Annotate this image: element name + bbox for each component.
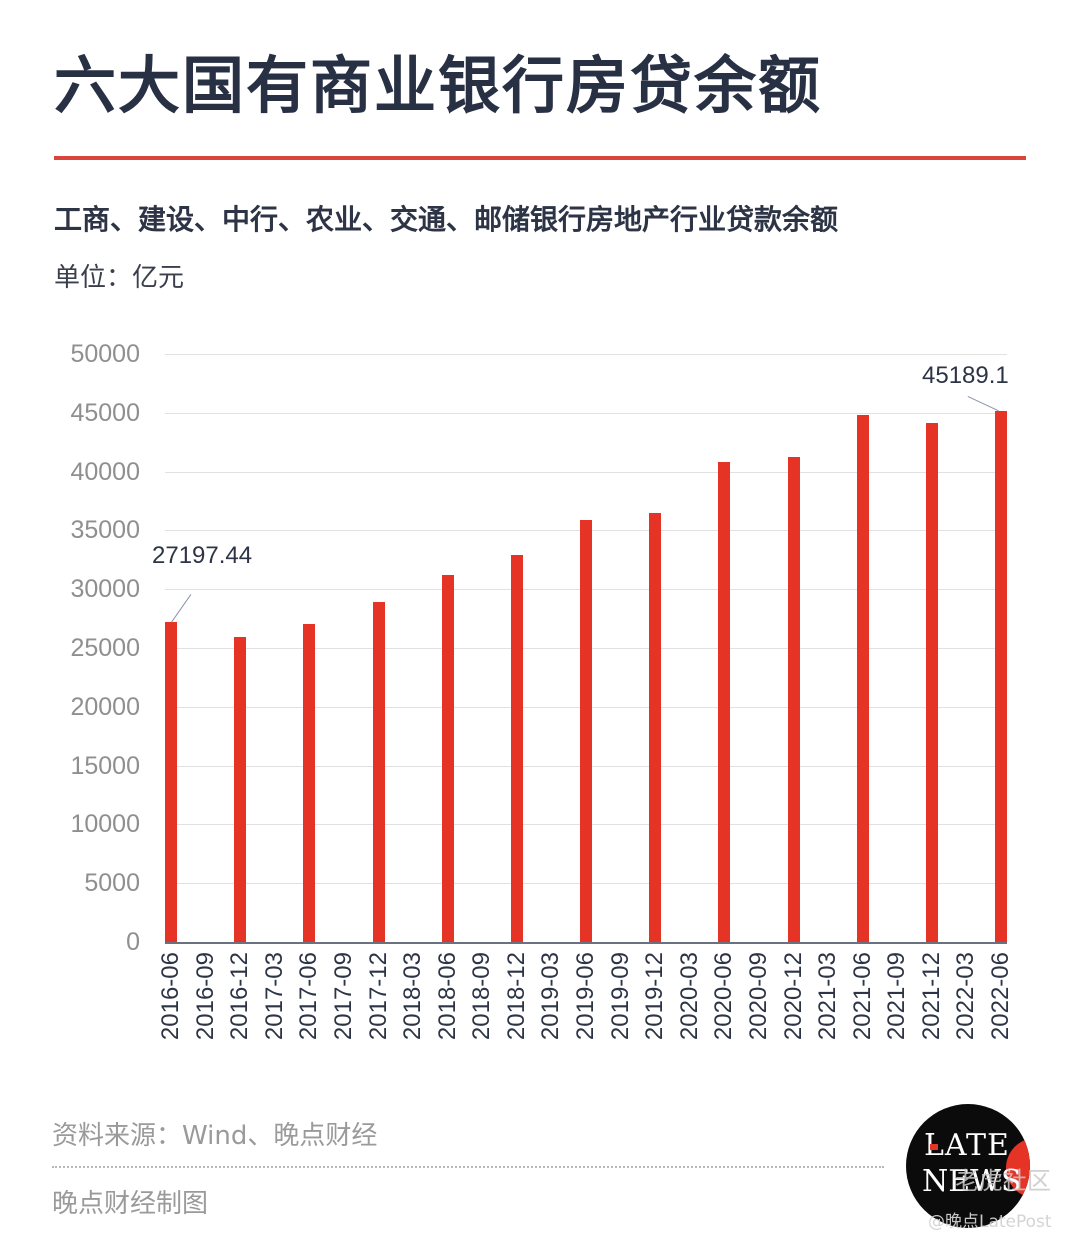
- x-tick-label: 2016-09: [192, 952, 219, 1041]
- y-tick-label: 0: [126, 928, 140, 956]
- data-label: 27197.44: [152, 542, 253, 569]
- x-tick-label: 2016-12: [226, 952, 253, 1041]
- bar-2017-06: [303, 624, 315, 942]
- y-tick-label: 40000: [70, 458, 140, 486]
- bar-2021-06: [857, 415, 869, 942]
- x-tick-label: 2020-12: [780, 952, 807, 1041]
- x-tick-label: 2018-12: [503, 952, 530, 1041]
- page-title: 六大国有商业银行房贷余额: [54, 49, 823, 122]
- leader-line: [171, 594, 192, 623]
- x-tick-label: 2017-03: [261, 952, 288, 1041]
- y-tick-label: 20000: [70, 693, 140, 721]
- x-tick-label: 2020-09: [745, 952, 772, 1041]
- watermark-handle: @晚点LatePost: [928, 1212, 1052, 1232]
- bar-2020-12: [788, 457, 800, 942]
- y-tick-label: 35000: [70, 516, 140, 544]
- x-tick-label: 2018-06: [434, 952, 461, 1041]
- y-tick-label: 5000: [84, 869, 140, 897]
- logo-line1: LATE: [924, 1128, 1010, 1163]
- x-axis-line: [165, 942, 1007, 944]
- x-tick-label: 2018-09: [468, 952, 495, 1041]
- x-tick-label: 2020-03: [676, 952, 703, 1041]
- unit-label: 单位：亿元: [54, 263, 185, 293]
- y-tick-label: 25000: [70, 634, 140, 662]
- logo-line2: NEWS: [922, 1164, 1022, 1199]
- x-tick-label: 2021-12: [918, 952, 945, 1041]
- data-label: 45189.1: [922, 362, 1009, 389]
- bar-2018-12: [511, 555, 523, 942]
- x-tick-label: 2021-06: [849, 952, 876, 1041]
- x-tick-label: 2020-06: [710, 952, 737, 1041]
- x-tick-label: 2017-09: [330, 952, 357, 1041]
- x-tick-label: 2019-12: [641, 952, 668, 1041]
- x-tick-label: 2019-03: [537, 952, 564, 1041]
- bar-2019-06: [580, 520, 592, 942]
- x-tick-label: 2019-06: [572, 952, 599, 1041]
- x-tick-label: 2017-12: [365, 952, 392, 1041]
- y-tick-label: 45000: [70, 399, 140, 427]
- watermark-overlay: 老虎社区: [955, 1167, 1051, 1195]
- y-tick-label: 10000: [70, 810, 140, 838]
- leader-line: [967, 396, 999, 412]
- y-tick-label: 30000: [70, 575, 140, 603]
- source-note: 资料来源：Wind、晚点财经: [52, 1121, 378, 1151]
- latenews-logo: LATE NEWS: [906, 1104, 1030, 1228]
- x-tick-label: 2018-03: [399, 952, 426, 1041]
- x-tick-label: 2016-06: [157, 952, 184, 1041]
- bar-2019-12: [649, 513, 661, 942]
- x-tick-label: 2017-06: [295, 952, 322, 1041]
- bar-2021-12: [926, 423, 938, 942]
- title-rule: [54, 156, 1026, 160]
- maker-note: 晚点财经制图: [52, 1189, 209, 1219]
- bar-2017-12: [373, 602, 385, 942]
- x-tick-label: 2022-03: [952, 952, 979, 1041]
- bar-chart: 0 5000 10000 15000 20000 25000 30000 35000 40000…: [70, 340, 1014, 1041]
- logo-red-dot: [930, 1144, 938, 1150]
- x-tick-label: 2022-06: [987, 952, 1014, 1041]
- bar-2016-06: [165, 622, 177, 942]
- bar-2018-06: [442, 575, 454, 942]
- chart-subtitle: 工商、建设、中行、农业、交通、邮储银行房地产行业贷款余额: [54, 203, 839, 236]
- y-tick-label: 50000: [70, 340, 140, 368]
- gridline: [165, 354, 1007, 355]
- bar-2016-12: [234, 637, 246, 942]
- x-tick-label: 2021-09: [883, 952, 910, 1041]
- bar-2022-06: [995, 411, 1007, 942]
- gridline: [165, 472, 1007, 473]
- bar-2020-06: [718, 462, 730, 942]
- x-tick-label: 2021-03: [814, 952, 841, 1041]
- x-tick-label: 2019-09: [607, 952, 634, 1041]
- y-tick-label: 15000: [70, 752, 140, 780]
- gridline: [165, 413, 1007, 414]
- dotted-divider: [52, 1166, 884, 1168]
